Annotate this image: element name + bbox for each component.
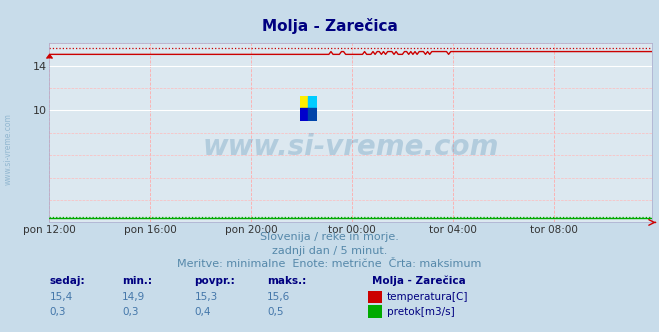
Text: Molja - Zarečica: Molja - Zarečica [372,275,466,286]
Text: 14,9: 14,9 [122,292,145,302]
Text: zadnji dan / 5 minut.: zadnji dan / 5 minut. [272,246,387,256]
Text: 15,4: 15,4 [49,292,72,302]
Text: Meritve: minimalne  Enote: metrične  Črta: maksimum: Meritve: minimalne Enote: metrične Črta:… [177,259,482,269]
Text: 0,3: 0,3 [122,307,138,317]
Text: 15,6: 15,6 [267,292,290,302]
Text: temperatura[C]: temperatura[C] [387,292,469,302]
Text: min.:: min.: [122,276,152,286]
Text: www.si-vreme.com: www.si-vreme.com [203,133,499,161]
Text: Slovenija / reke in morje.: Slovenija / reke in morje. [260,232,399,242]
Text: 15,3: 15,3 [194,292,217,302]
Text: povpr.:: povpr.: [194,276,235,286]
Text: www.si-vreme.com: www.si-vreme.com [4,114,13,185]
Text: 0,3: 0,3 [49,307,66,317]
Text: 0,5: 0,5 [267,307,283,317]
Text: sedaj:: sedaj: [49,276,85,286]
Text: pretok[m3/s]: pretok[m3/s] [387,307,455,317]
Text: maks.:: maks.: [267,276,306,286]
Text: Molja - Zarečica: Molja - Zarečica [262,18,397,34]
Text: 0,4: 0,4 [194,307,211,317]
